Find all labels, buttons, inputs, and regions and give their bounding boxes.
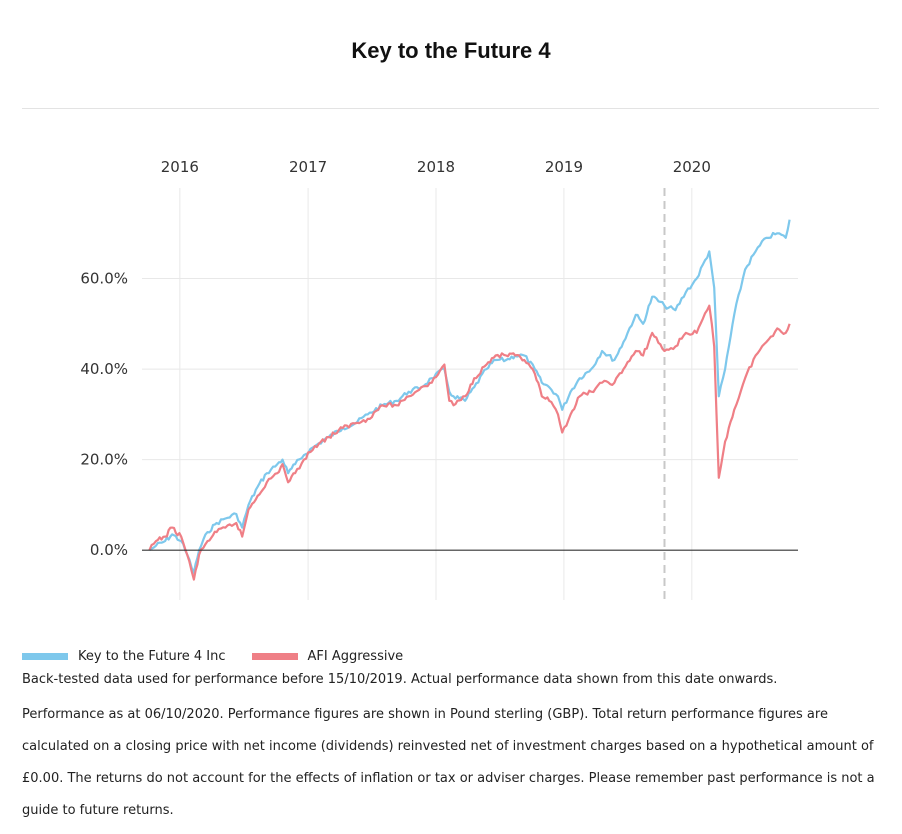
legend-item-fund[interactable]: Key to the Future 4 Inc bbox=[22, 649, 226, 664]
performance-chart: 0.0% 20.0% 40.0% 60.0% 2016 2017 2018 2019 2020 bbox=[80, 158, 798, 600]
title-divider bbox=[22, 108, 879, 109]
x-tick-label: 2020 bbox=[673, 158, 711, 176]
y-tick-label: 20.0% bbox=[80, 451, 128, 469]
series-line-benchmark bbox=[148, 304, 791, 581]
chart-title: Key to the Future 4 bbox=[351, 38, 551, 63]
backtest-note: Back-tested data used for performance be… bbox=[22, 672, 778, 687]
chart-legend: Key to the Future 4 Inc AFI Aggressive bbox=[22, 649, 429, 664]
x-tick-label: 2016 bbox=[161, 158, 199, 176]
legend-label-fund: Key to the Future 4 Inc bbox=[78, 649, 226, 664]
disclaimer-note: Performance as at 06/10/2020. Performanc… bbox=[22, 707, 875, 818]
series-layer bbox=[148, 219, 791, 581]
y-tick-label: 0.0% bbox=[90, 541, 128, 559]
legend-label-benchmark: AFI Aggressive bbox=[307, 649, 404, 664]
axis-layer: 0.0% 20.0% 40.0% 60.0% 2016 2017 2018 2019 2020 bbox=[80, 158, 798, 559]
x-tick-label: 2017 bbox=[289, 158, 327, 176]
grid-layer bbox=[142, 188, 798, 600]
x-tick-label: 2018 bbox=[417, 158, 455, 176]
x-tick-label: 2019 bbox=[545, 158, 583, 176]
y-tick-label: 60.0% bbox=[80, 270, 128, 288]
legend-item-benchmark[interactable]: AFI Aggressive bbox=[251, 649, 404, 664]
y-tick-label: 40.0% bbox=[80, 360, 128, 378]
legend-swatch-benchmark bbox=[251, 653, 298, 660]
legend-swatch-fund bbox=[22, 653, 68, 660]
